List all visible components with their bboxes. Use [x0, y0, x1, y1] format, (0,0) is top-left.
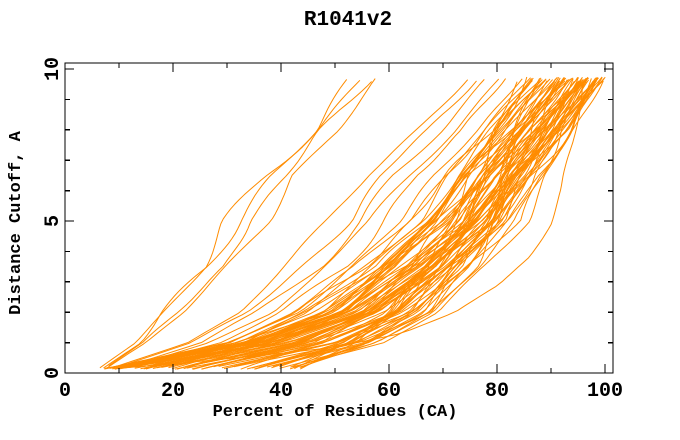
prediction-curve — [127, 76, 558, 368]
prediction-curve — [279, 80, 586, 369]
prediction-curve — [168, 81, 557, 369]
prediction-curve — [272, 80, 575, 367]
prediction-curve — [176, 79, 546, 370]
x-tick-label: 0 — [59, 380, 71, 403]
x-tick-label: 100 — [587, 380, 623, 403]
y-axis-label: Distance Cutoff, A — [7, 130, 26, 314]
prediction-curve — [174, 81, 594, 370]
prediction-curve — [124, 80, 584, 369]
prediction-curve — [112, 77, 587, 370]
prediction-curve — [104, 78, 570, 370]
prediction-curve — [289, 77, 565, 370]
x-tick-label: 40 — [269, 380, 293, 403]
prediction-curve — [223, 81, 600, 370]
prediction-curve — [290, 79, 533, 368]
y-tick-label: 5 — [42, 215, 65, 227]
chart-title: R1041v2 — [304, 9, 392, 32]
prediction-curve — [104, 81, 584, 370]
prediction-curve — [292, 76, 598, 368]
prediction-curve — [254, 76, 579, 370]
x-tick-label: 60 — [377, 380, 401, 403]
prediction-curve — [106, 78, 376, 369]
y-tick-label: 0 — [42, 367, 65, 379]
prediction-curve — [104, 77, 605, 369]
y-tick-label: 10 — [42, 57, 65, 81]
x-tick-label: 80 — [485, 380, 509, 403]
axes-layer — [64, 62, 614, 374]
x-axis-label: Percent of Residues (CA) — [213, 403, 458, 422]
prediction-curve — [128, 78, 500, 369]
prediction-curve — [108, 81, 372, 367]
curves-layer — [99, 76, 606, 370]
prediction-curve — [145, 79, 553, 370]
prediction-curve — [298, 77, 579, 367]
prediction-curve — [116, 79, 469, 367]
prediction-curve — [213, 78, 557, 368]
x-tick-label: 20 — [161, 380, 185, 403]
prediction-curve — [143, 76, 606, 370]
prediction-curve — [205, 79, 568, 369]
prediction-curve — [99, 79, 348, 369]
prediction-curve — [149, 78, 523, 367]
tick-label-layer: 0 20 40 60 80 100 0 5 10 — [42, 57, 623, 403]
prediction-curve — [108, 77, 583, 369]
prediction-curve — [126, 79, 485, 367]
prediction-curve — [154, 77, 531, 368]
prediction-curve — [132, 78, 507, 368]
prediction-curve — [117, 80, 477, 368]
prediction-curve — [191, 80, 581, 370]
